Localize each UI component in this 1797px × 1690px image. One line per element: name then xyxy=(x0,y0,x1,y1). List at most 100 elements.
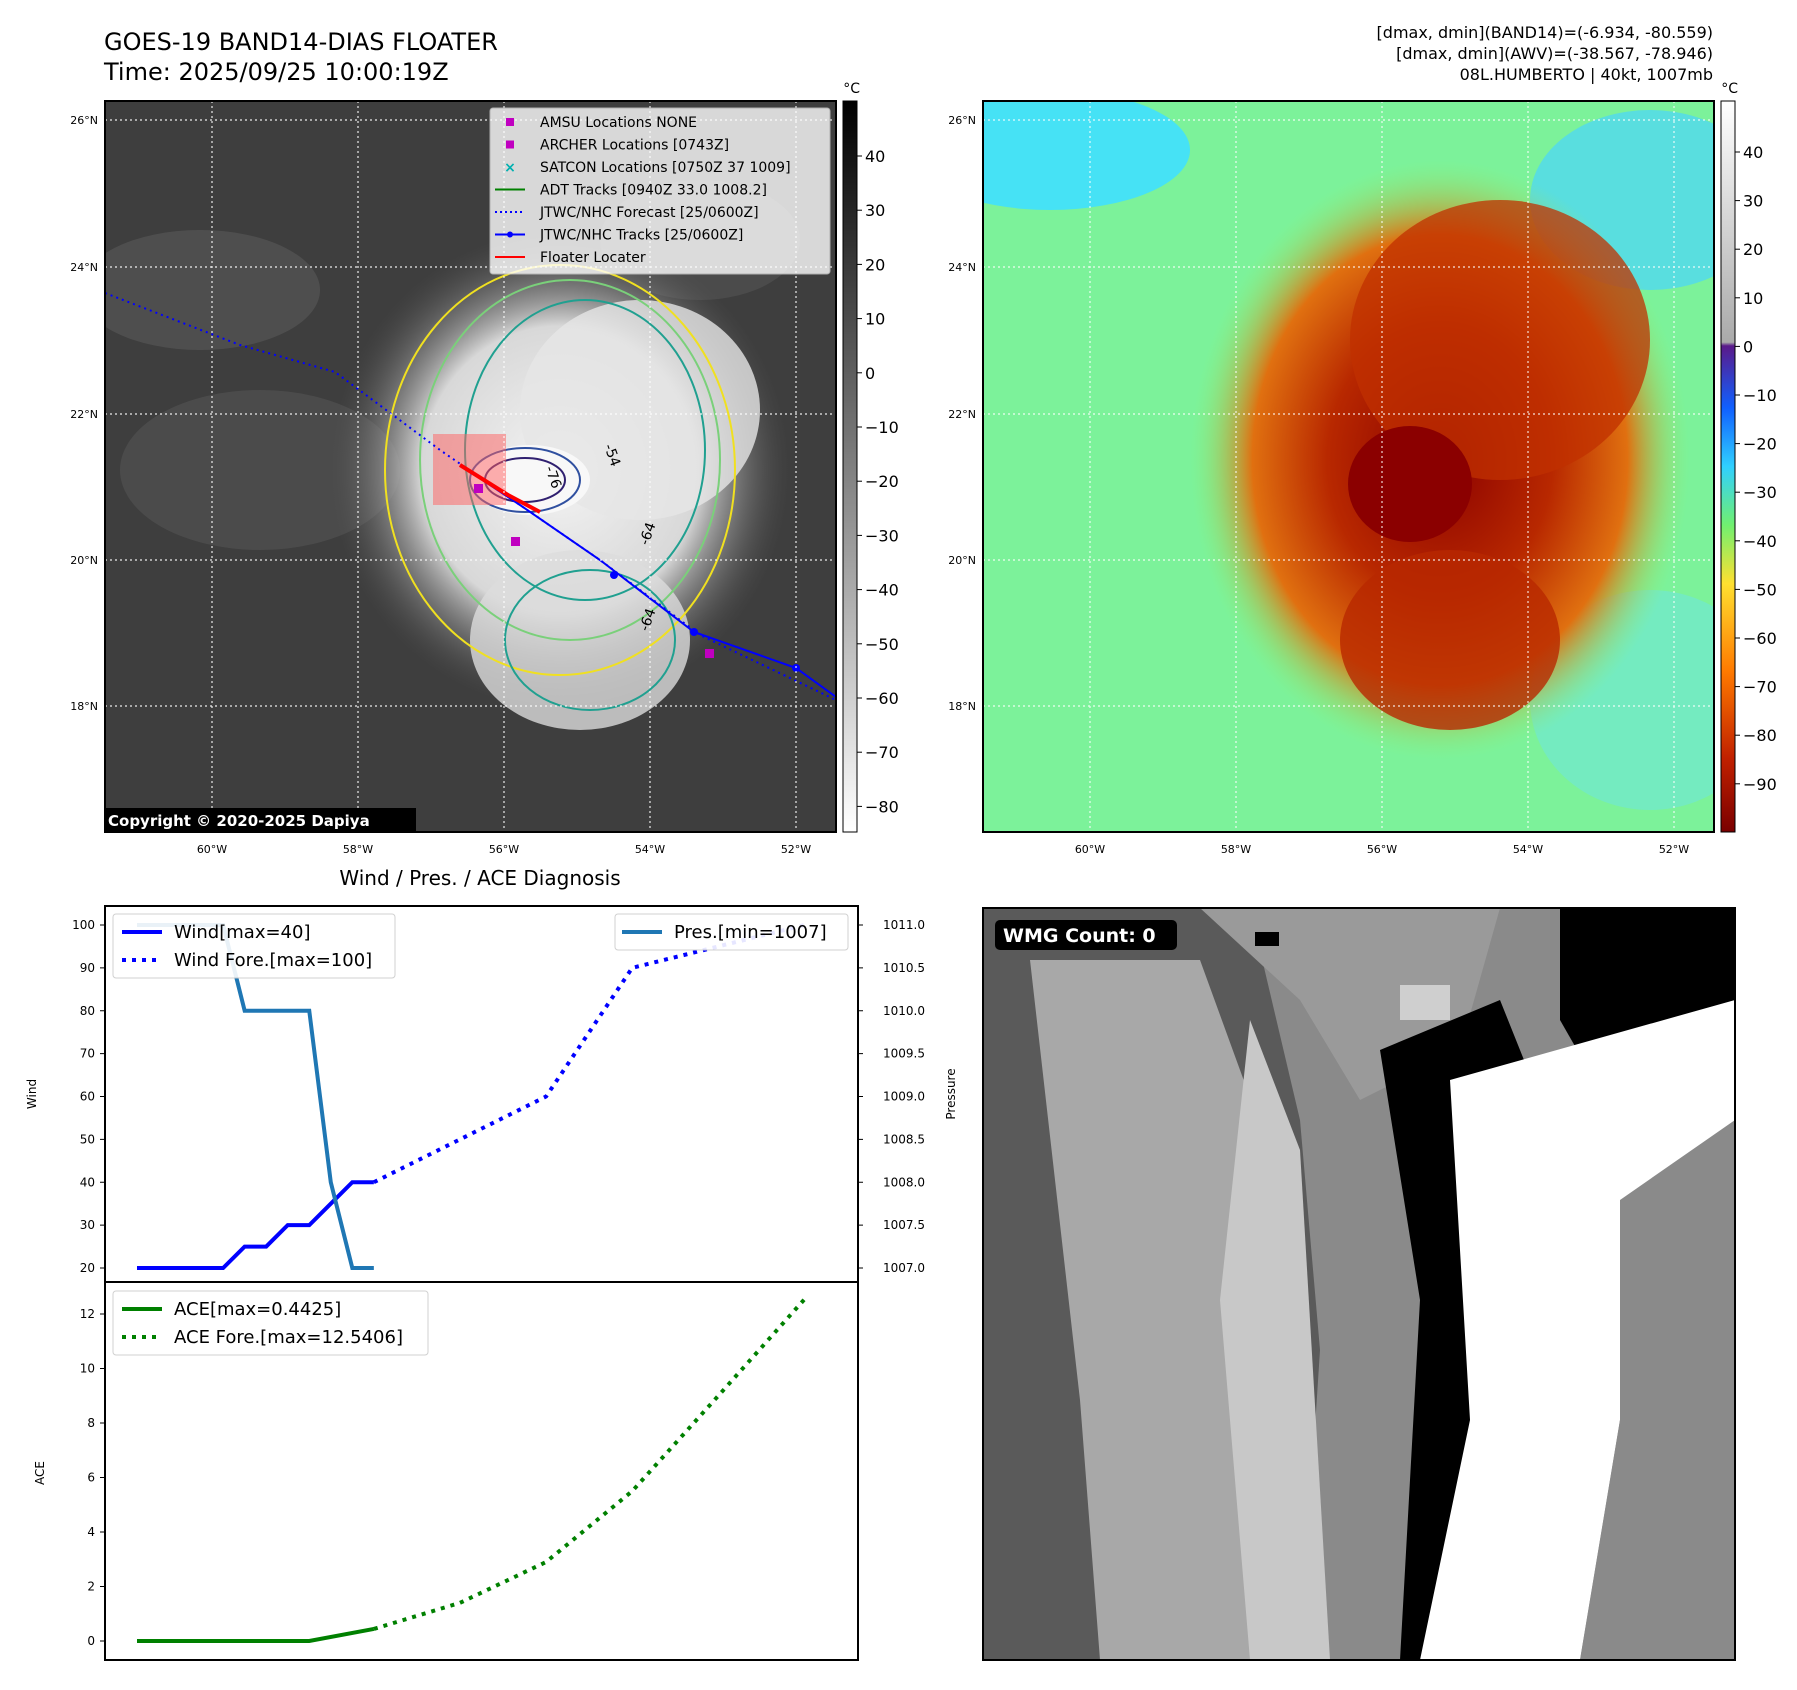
ace-tick-4: 4 xyxy=(87,1525,95,1539)
pressure-legend-label: Pres.[min=1007] xyxy=(674,922,827,943)
contour-label-3: -64 xyxy=(637,520,660,547)
pressure-tick-7: 1007.5 xyxy=(883,1218,925,1232)
legend-label-6: Floater Locater xyxy=(540,250,646,266)
color-tick-13: −90 xyxy=(1743,775,1777,794)
wind-tick-5: 50 xyxy=(80,1132,95,1146)
gray-tick-4: 0 xyxy=(865,364,875,383)
color-tick-9: −50 xyxy=(1743,580,1777,599)
ace-tick-5: 2 xyxy=(87,1580,95,1594)
color-tick-6: −20 xyxy=(1743,435,1777,454)
legend-label-0: AMSU Locations NONE xyxy=(540,115,697,131)
gray-tick-1: 30 xyxy=(865,201,885,220)
ace-tick-6: 0 xyxy=(87,1634,95,1648)
lat-label-right-2: 22°N xyxy=(948,408,976,421)
legend-marker-dot-5 xyxy=(507,231,513,238)
wind-legend-label-1: Wind Fore.[max=100] xyxy=(174,950,372,971)
ace-legend-box xyxy=(112,1290,429,1356)
wind-tick-4: 60 xyxy=(80,1090,95,1104)
ace-legend-label-1: ACE Fore.[max=12.5406] xyxy=(174,1327,403,1348)
gray-tick-0: 40 xyxy=(865,147,885,166)
wind-legend-label-0: Wind[max=40] xyxy=(174,922,311,943)
gray-tick-10: −60 xyxy=(865,689,899,708)
lat-label-left-1: 24°N xyxy=(70,261,98,274)
lat-label-right-4: 18°N xyxy=(948,700,976,713)
pressure-tick-4: 1009.0 xyxy=(883,1090,925,1104)
ir-colorbar-unit: °C xyxy=(843,81,860,97)
pressure-tick-2: 1010.0 xyxy=(883,1004,925,1018)
gray-tick-8: −40 xyxy=(865,581,899,600)
gray-tick-7: −30 xyxy=(865,526,899,545)
ir-map-panel: -76 -64 -64 -54 AMSU Locations NONE ARCHE… xyxy=(104,100,837,833)
pressure-legend-box xyxy=(614,913,849,951)
ace-legend-label-0: ACE[max=0.4425] xyxy=(174,1299,341,1320)
gray-tick-5: −10 xyxy=(865,418,899,437)
lon-label-left-1: 58°W xyxy=(343,843,373,856)
legend-label-1: ARCHER Locations [0743Z] xyxy=(540,138,729,154)
lat-label-left-4: 18°N xyxy=(70,700,98,713)
gray-tick-3: 10 xyxy=(865,310,885,329)
wind-tick-0: 100 xyxy=(72,918,95,932)
awv-map-panel xyxy=(982,100,1715,833)
lat-label-left-0: 26°N xyxy=(70,114,98,127)
pressure-tick-0: 1011.0 xyxy=(883,918,925,932)
wmg-panel: WMG Count: 0 xyxy=(982,907,1736,1661)
wind-tick-7: 30 xyxy=(80,1218,95,1232)
ir-cloud-field: -76 -64 -64 -54 xyxy=(105,101,836,832)
lat-label-right-1: 24°N xyxy=(948,261,976,274)
gray-tick-2: 20 xyxy=(865,255,885,274)
color-tick-2: 20 xyxy=(1743,240,1763,259)
map-axis-labels: 26°N 26°N 24°N 24°N 22°N 22°N 20°N 20°N 18°N 18°N… xyxy=(70,114,1689,856)
legend-label-5: JTWC/NHC Tracks [25/0600Z] xyxy=(539,228,743,244)
wind-pressure-chart: Wind Pressure 100 90 80 70 60 50 40 30 20 1011.0 1… xyxy=(25,905,958,1283)
gray-tick-12: −80 xyxy=(865,797,899,816)
legend-label-3: ADT Tracks [0940Z 33.0 1008.2] xyxy=(540,183,767,199)
pressure-tick-3: 1009.5 xyxy=(883,1047,925,1061)
ace-tick-0: 12 xyxy=(80,1307,95,1321)
legend-marker-0 xyxy=(506,118,514,126)
copyright-label: Copyright © 2020-2025 Dapiya xyxy=(108,812,370,830)
wind-tick-6: 40 xyxy=(80,1175,95,1189)
contour-label-1: -76 xyxy=(541,464,564,491)
title-line-2: Time: 2025/09/25 10:00:19Z xyxy=(103,58,449,86)
color-tick-5: −10 xyxy=(1743,386,1777,405)
lat-label-left-3: 20°N xyxy=(70,554,98,567)
lon-label-left-4: 52°W xyxy=(781,843,811,856)
color-tick-12: −80 xyxy=(1743,726,1777,745)
lon-label-right-1: 58°W xyxy=(1221,843,1251,856)
wind-tick-2: 80 xyxy=(80,1004,95,1018)
legend-label-4: JTWC/NHC Forecast [25/0600Z] xyxy=(539,205,759,221)
color-tick-10: −60 xyxy=(1743,629,1777,648)
color-tick-7: −30 xyxy=(1743,483,1777,502)
gray-tick-11: −70 xyxy=(865,743,899,762)
ace-series-line-1 xyxy=(373,1297,806,1631)
pressure-tick-8: 1007.0 xyxy=(883,1261,925,1275)
color-tick-4: 0 xyxy=(1743,337,1753,356)
floater-locater-line xyxy=(458,463,541,514)
legend-marker-1 xyxy=(506,140,514,149)
lat-label-left-2: 22°N xyxy=(70,408,98,421)
pressure-axis-label: Pressure xyxy=(944,1068,958,1119)
map-legend: AMSU Locations NONE ARCHER Locations [074… xyxy=(489,107,831,275)
pressure-tick-1: 1010.5 xyxy=(883,961,925,975)
lat-label-right-0: 26°N xyxy=(948,114,976,127)
color-tick-11: −70 xyxy=(1743,678,1777,697)
contour-label-2: -64 xyxy=(637,606,660,633)
lon-label-right-4: 52°W xyxy=(1659,843,1689,856)
gray-tick-6: −20 xyxy=(865,472,899,491)
ir-colorbar: °C 40 30 20 10 0 −10 −20 −30 −40 −50 −60 −70 −80 xyxy=(842,81,899,833)
ace-chart: ACE 12 10 8 6 4 2 0 ACE[max=0.4425] ACE Fore.[ma… xyxy=(33,1281,859,1661)
cold-core xyxy=(1348,426,1472,542)
color-tick-8: −40 xyxy=(1743,532,1777,551)
lon-label-right-0: 60°W xyxy=(1075,843,1105,856)
ace-tick-1: 10 xyxy=(80,1362,95,1376)
color-tick-0: 40 xyxy=(1743,143,1763,162)
awv-colorbar: °C 40 30 20 10 0 −10 −20 −30 −40 −50 −60 −70 −80 −90 xyxy=(1720,81,1777,833)
color-tick-3: 10 xyxy=(1743,289,1763,308)
lat-label-right-3: 20°N xyxy=(948,554,976,567)
best-track xyxy=(459,464,836,698)
lon-label-left-3: 54°W xyxy=(635,843,665,856)
forecast-track xyxy=(105,292,836,701)
info-line-2: [dmax, dmin](AWV)=(-38.567, -78.946) xyxy=(1396,44,1713,63)
wind-axis-label: Wind xyxy=(25,1079,39,1109)
